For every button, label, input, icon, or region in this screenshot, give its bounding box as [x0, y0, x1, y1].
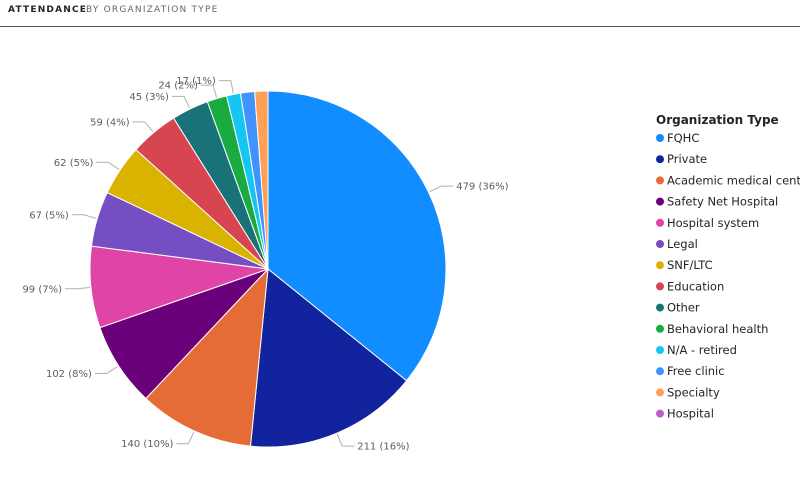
legend-marker-academic-medical-center	[656, 176, 664, 185]
legend-marker-fqhc	[656, 134, 664, 142]
legend-label-fqhc: FQHC	[667, 131, 699, 145]
legend: Organization Type FQHC Private Academic med…	[656, 113, 800, 421]
leader-line-other	[171, 95, 191, 109]
legend-marker-safety-net-hospital	[656, 197, 664, 206]
legend-title: Organization Type	[656, 113, 779, 127]
legend-marker-specialty	[656, 388, 664, 397]
leader-line-safety-net-hospital	[94, 365, 119, 374]
legend-label-education: Education	[667, 279, 724, 293]
pie-chart: 479 (36%) 211 (16%) 140 (10%) 102 (8%) 99 (7…	[22, 76, 800, 453]
legend-item-hospital-system[interactable]: Hospital system	[656, 216, 759, 230]
tab-attendance[interactable]: ATTENDANCE	[8, 5, 88, 15]
pie-slice-academic-medical-center[interactable]	[145, 267, 269, 447]
legend-marker-free-clinic	[656, 367, 664, 376]
data-label-fqhc: 479 (36%)	[456, 182, 508, 193]
legend-label-n-a-retired: N/A - retired	[667, 343, 737, 357]
leader-line-n-a-retired	[218, 80, 234, 94]
legend-marker-legal	[656, 240, 664, 248]
leader-line-behavioral-health	[200, 84, 218, 98]
data-label-snf-ltc: 62 (5%)	[54, 158, 94, 169]
data-label-legal: 67 (5%)	[29, 210, 69, 221]
pie-slice-fqhc[interactable]	[267, 90, 447, 382]
legend-item-private[interactable]: Private	[656, 152, 707, 166]
legend-marker-private	[656, 155, 664, 164]
legend-marker-education	[656, 282, 664, 291]
legend-marker-n-a-retired	[656, 346, 664, 354]
data-label-other: 45 (3%)	[129, 92, 169, 103]
legend-marker-behavioral-health	[656, 324, 664, 333]
legend-label-specialty: Specialty	[667, 385, 720, 399]
legend-label-snf-ltc: SNF/LTC	[667, 258, 713, 272]
legend-marker-snf-ltc	[656, 261, 664, 270]
legend-label-free-clinic: Free clinic	[667, 364, 725, 378]
legend-item-education[interactable]: Education	[656, 279, 724, 293]
leader-line-fqhc	[429, 185, 454, 193]
legend-label-legal: Legal	[667, 237, 698, 251]
data-label-hospital-system: 99 (7%)	[22, 284, 62, 295]
data-label-education: 59 (4%)	[90, 117, 130, 128]
leader-line-hospital-system	[65, 286, 91, 290]
data-label-behavioral-health: 24 (2%)	[158, 81, 198, 92]
tab-bar: ATTENDANCE BY ORGANIZATION TYPE	[0, 0, 800, 27]
data-label-private: 211 (16%)	[357, 442, 409, 453]
data-label-n-a-retired: 17 (1%)	[176, 76, 216, 87]
legend-marker-hospital	[656, 409, 664, 418]
legend-label-safety-net-hospital: Safety Net Hospital	[667, 195, 778, 209]
legend-label-hospital: Hospital	[667, 407, 714, 421]
legend-label-other: Other	[667, 301, 700, 315]
leader-line-legal	[71, 214, 97, 219]
legend-item-fqhc[interactable]: FQHC	[656, 131, 699, 145]
legend-item-behavioral-health[interactable]: Behavioral health	[656, 322, 768, 336]
legend-label-academic-medical-center: Academic medical center	[667, 173, 800, 187]
legend-item-snf-ltc[interactable]: SNF/LTC	[656, 258, 713, 272]
legend-item-legal[interactable]: Legal	[656, 237, 698, 251]
legend-item-free-clinic[interactable]: Free clinic	[656, 364, 725, 378]
legend-item-other[interactable]: Other	[656, 301, 700, 315]
pie-slice-private[interactable]	[249, 268, 408, 448]
legend-marker-other	[656, 303, 664, 312]
legend-item-safety-net-hospital[interactable]: Safety Net Hospital	[656, 195, 778, 209]
pie-slice-specialty[interactable]	[254, 90, 269, 270]
legend-label-behavioral-health: Behavioral health	[667, 322, 768, 336]
leader-line-snf-ltc	[96, 161, 120, 170]
leader-line-education	[132, 121, 154, 133]
leader-line-private	[336, 433, 355, 447]
leader-line-academic-medical-center	[176, 431, 195, 445]
legend-item-hospital[interactable]: Hospital	[656, 407, 714, 421]
legend-label-hospital-system: Hospital system	[667, 216, 759, 230]
legend-marker-hospital-system	[656, 218, 664, 227]
legend-item-academic-medical-center[interactable]: Academic medical center	[656, 173, 800, 187]
legend-item-specialty[interactable]: Specialty	[656, 385, 720, 399]
tab-by-organization-type[interactable]: BY ORGANIZATION TYPE	[86, 5, 219, 15]
data-label-academic-medical-center: 140 (10%)	[121, 439, 173, 450]
legend-label-private: Private	[667, 152, 707, 166]
legend-item-n-a-retired[interactable]: N/A - retired	[656, 343, 737, 357]
data-label-safety-net-hospital: 102 (8%)	[46, 369, 92, 380]
